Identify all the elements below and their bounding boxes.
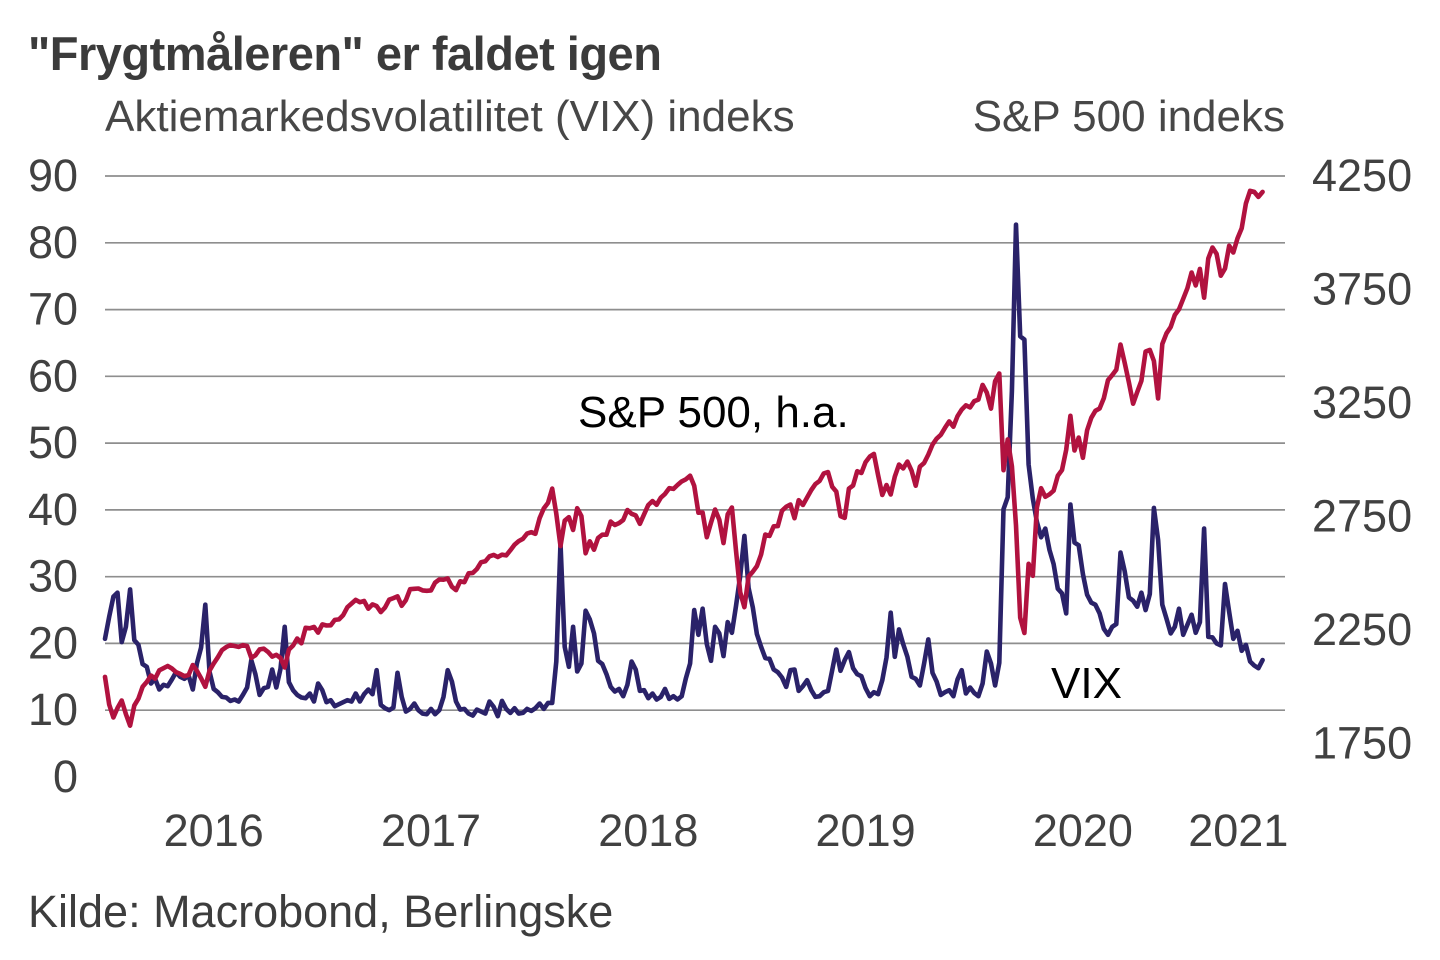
x-axis-tick-label: 2020 <box>1033 805 1133 856</box>
vix-line <box>102 222 1265 719</box>
x-axis-tick-label: 2018 <box>598 805 698 856</box>
left-axis-title: Aktiemarkedsvolatilitet (VIX) indeks <box>105 92 795 141</box>
s-p-500-line <box>102 188 1265 729</box>
left-axis-tick-label: 70 <box>28 284 78 335</box>
left-axis-tick-label: 30 <box>28 551 78 602</box>
left-axis-tick-label: 40 <box>28 484 78 535</box>
chart-title: "Frygtmåleren" er faldet igen <box>28 27 662 80</box>
right-axis-tick-label: 2750 <box>1312 491 1412 542</box>
right-axis-tick-label: 4250 <box>1312 150 1412 201</box>
left-axis-tick-label: 0 <box>53 751 78 802</box>
right-axis-tick-label: 3250 <box>1312 377 1412 428</box>
x-axis-tick-label: 2021 <box>1188 805 1288 856</box>
right-axis-tick-label: 1750 <box>1312 718 1412 769</box>
sp500-series-label: S&P 500, h.a. <box>578 388 849 437</box>
source-note: Kilde: Macrobond, Berlingske <box>28 886 614 937</box>
left-axis-tick-label: 90 <box>28 150 78 201</box>
left-axis-tick-label: 10 <box>28 684 78 735</box>
left-axis-tick-label: 20 <box>28 617 78 668</box>
right-axis-tick-label: 2250 <box>1312 604 1412 655</box>
left-axis-tick-label: 80 <box>28 217 78 268</box>
x-axis-tick-label: 2019 <box>816 805 916 856</box>
left-axis-tick-label: 50 <box>28 417 78 468</box>
x-axis-tick-label: 2016 <box>164 805 264 856</box>
right-axis-tick-label: 3750 <box>1312 264 1412 315</box>
right-axis-title: S&P 500 indeks <box>972 92 1285 141</box>
vix-series-label: VIX <box>1051 659 1122 708</box>
left-axis-tick-label: 60 <box>28 350 78 401</box>
x-axis-tick-label: 2017 <box>381 805 481 856</box>
